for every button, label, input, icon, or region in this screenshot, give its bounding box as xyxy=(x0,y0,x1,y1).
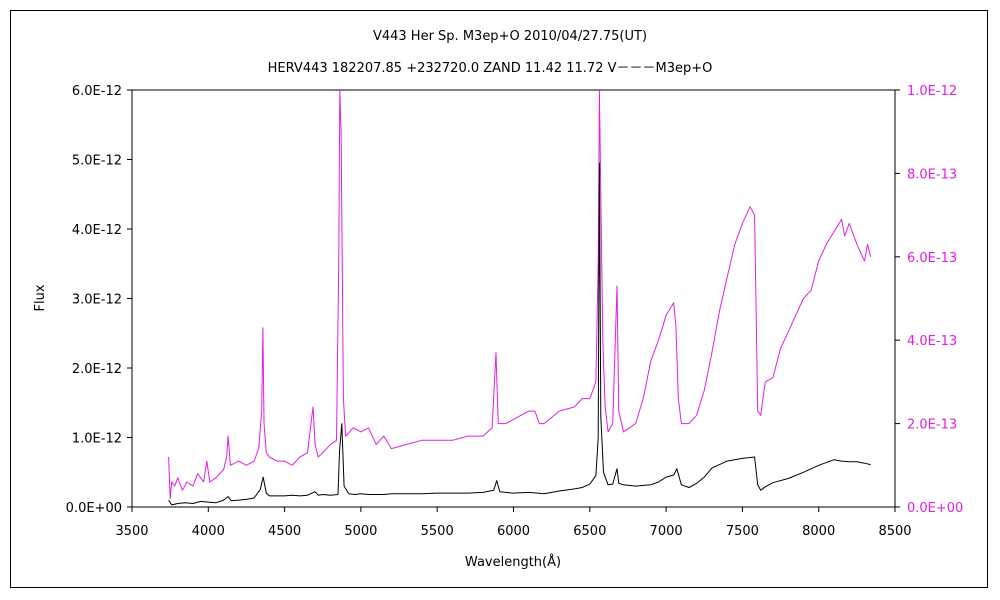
y-left-tick-label: 6.0E-12 xyxy=(72,84,122,99)
x-tick-label: 6500 xyxy=(573,524,606,539)
x-tick-label: 4000 xyxy=(192,524,225,539)
x-tick-label: 3500 xyxy=(115,524,148,539)
chart-subtitle: HERV443 182207.85 +232720.0 ZAND 11.42 1… xyxy=(268,61,713,76)
x-tick-label: 5500 xyxy=(421,524,454,539)
y-left-tick-label: 5.0E-12 xyxy=(72,154,122,169)
x-tick-label: 8000 xyxy=(802,524,835,539)
y-left-tick-label: 1.0E-12 xyxy=(72,432,122,447)
black-spectrum-line xyxy=(168,162,871,506)
x-tick-label: 7000 xyxy=(650,524,683,539)
y-right-tick-label: 0.0E+00 xyxy=(907,501,963,516)
magenta-spectrum-line xyxy=(168,90,872,500)
chart-title: V443 Her Sp. M3ep+O 2010/04/27.75(UT) xyxy=(373,29,647,44)
y-right-tick-label: 6.0E-13 xyxy=(907,251,957,266)
y-left-tick-label: 2.0E-12 xyxy=(72,362,122,377)
x-tick-label: 7500 xyxy=(726,524,759,539)
y-left-tick-label: 3.0E-12 xyxy=(72,293,122,308)
y-left-tick-label: 4.0E-12 xyxy=(72,223,122,238)
y-axis-label: Flux xyxy=(33,284,48,311)
y-right-tick-label: 4.0E-13 xyxy=(907,334,957,349)
chart-frame xyxy=(10,10,988,588)
y-right-tick-label: 8.0E-13 xyxy=(907,167,957,182)
x-axis-label: Wavelength(Å) xyxy=(465,554,561,570)
x-tick-label: 6000 xyxy=(497,524,530,539)
x-tick-label: 8500 xyxy=(878,524,911,539)
plot-area-border xyxy=(131,89,896,508)
plot-layer: 3500 4000 4500 5000 5500 6000 6500 7000 7500 8000… xyxy=(66,84,964,539)
x-tick-label: 4500 xyxy=(268,524,301,539)
y-right-tick-label: 2.0E-13 xyxy=(907,418,957,433)
y-right-tick-label: 1.0E-12 xyxy=(907,84,957,99)
y-left-tick-label: 0.0E+00 xyxy=(66,501,122,516)
x-tick-label: 5000 xyxy=(344,524,377,539)
